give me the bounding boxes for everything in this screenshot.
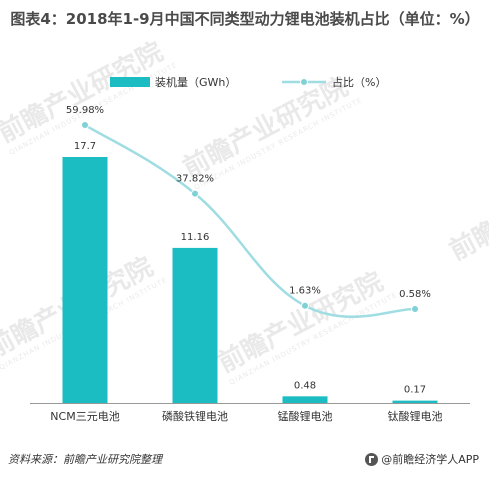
bar-value-label: 17.7 <box>74 141 96 152</box>
legend-bar-label: 装机量（GWh） <box>155 75 236 89</box>
line-series: 59.98% 37.82% 1.63% 0.58% <box>66 105 431 319</box>
source-note: 资料来源：前瞻产业研究院整理 <box>8 453 162 466</box>
bar <box>282 396 328 403</box>
line-value-label: 59.98% <box>66 105 104 116</box>
brand-logo-icon <box>365 452 379 466</box>
bar-value-label: 11.16 <box>181 232 210 243</box>
legend-bar-swatch <box>110 77 150 87</box>
line-value-label: 0.58% <box>399 289 431 300</box>
x-tick-label: 钛酸锂电池 <box>388 409 443 423</box>
x-tick-label: 锰酸锂电池 <box>278 409 333 423</box>
bar-value-label: 0.17 <box>404 385 426 396</box>
x-axis: NCM三元电池 磷酸铁锂电池 锰酸锂电池 钛酸锂电池 <box>30 403 470 423</box>
brand-credit: @前瞻经济学人APP <box>365 451 479 467</box>
legend: 装机量（GWh） 占比（%） <box>110 75 386 89</box>
bar <box>172 247 218 403</box>
line-point <box>191 189 199 198</box>
legend-line-label: 占比（%） <box>332 75 386 89</box>
line-path <box>84 123 416 319</box>
bar-series: 17.7 11.16 0.48 0.17 <box>62 141 438 403</box>
brand-text: @前瞻经济学人APP <box>381 453 479 466</box>
line-value-label: 37.82% <box>176 174 214 185</box>
x-tick-label: 磷酸铁锂电池 <box>162 409 228 423</box>
line-point <box>411 305 419 313</box>
legend-line-marker <box>300 78 308 86</box>
bar <box>62 157 108 403</box>
bar <box>392 400 438 403</box>
line-point <box>301 301 309 310</box>
line-value-label: 1.63% <box>289 286 321 297</box>
bar-value-label: 0.48 <box>294 380 316 391</box>
chart-title: 图表4：2018年1-9月中国不同类型动力锂电池装机占比（单位：%） <box>10 10 480 28</box>
x-tick-label: NCM三元电池 <box>50 410 119 423</box>
line-point <box>81 121 89 129</box>
